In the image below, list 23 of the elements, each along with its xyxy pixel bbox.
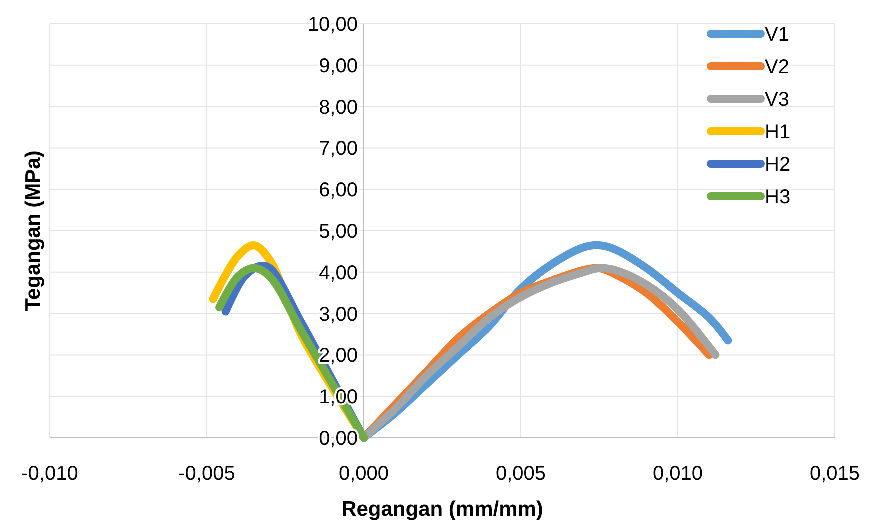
y-tick-label: 5,00: [319, 221, 358, 243]
x-tick-label: -0,010: [22, 463, 78, 485]
y-tick-label: 8,00: [319, 96, 358, 119]
x-tick-label: 0,010: [652, 463, 704, 485]
y-tick-label: 9,00: [319, 55, 358, 78]
legend-label: H3: [765, 186, 791, 208]
x-tick-label: -0,005: [178, 463, 236, 485]
y-tick-label: 6,00: [319, 180, 358, 202]
legend-label: V1: [765, 24, 790, 46]
x-tick-label: 0,015: [810, 463, 860, 485]
x-tick-label: 0,000: [338, 463, 390, 485]
x-tick-label: 0,005: [496, 463, 546, 485]
y-tick-label: 0,00: [319, 428, 358, 450]
legend-label: V2: [765, 56, 790, 78]
y-tick-label: 3,00: [319, 304, 358, 326]
legend-label: V3: [765, 89, 790, 111]
x-axis-title: Regangan (mm/mm): [342, 498, 544, 521]
y-tick-label: 10,00: [308, 14, 358, 36]
legend-label: H2: [765, 154, 791, 176]
y-tick-label: 4,00: [319, 262, 358, 284]
legend-label: H1: [765, 122, 791, 144]
y-tick-label: 7,00: [319, 138, 358, 160]
y-axis-title: Tegangan (MPa): [22, 150, 45, 312]
